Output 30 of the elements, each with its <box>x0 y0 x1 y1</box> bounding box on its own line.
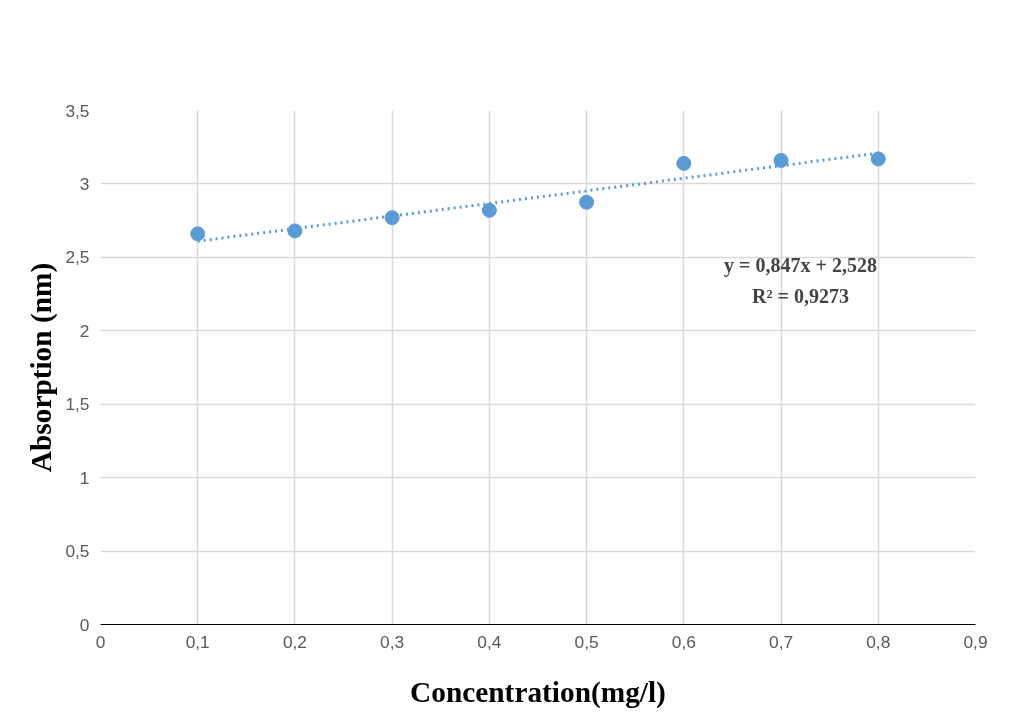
x-tick-label: 0,8 <box>866 631 891 652</box>
point <box>579 194 595 210</box>
y-tick-label: 0,5 <box>65 541 90 562</box>
y-tick-label: 3 <box>79 173 90 194</box>
point <box>287 223 303 239</box>
x-tick-label: 0,2 <box>282 631 307 652</box>
x-tick-label: 0,5 <box>574 631 599 652</box>
y-tick-label: 1,5 <box>65 394 90 415</box>
point <box>773 152 789 168</box>
y-tick-label: 1 <box>79 467 90 488</box>
x-axis-title: Concentration(mg/l) <box>410 675 666 709</box>
point <box>190 226 206 242</box>
annotation: y = 0,847x + 2,528 <box>724 253 877 277</box>
point <box>870 151 886 167</box>
y-tick-label: 0 <box>79 614 90 635</box>
annotation: R² = 0,9273 <box>752 284 849 307</box>
y-tick-label: 2,5 <box>65 247 90 268</box>
x-tick-label: 0,4 <box>477 631 502 652</box>
point <box>384 210 400 226</box>
x-tick-label: 0,3 <box>380 631 405 652</box>
x-tick-label: 0 <box>95 631 106 652</box>
y-axis-title: Absorption (nm) <box>25 262 59 473</box>
point <box>676 155 692 171</box>
y-tick-label: 2 <box>79 320 90 341</box>
x-tick-label: 0,9 <box>963 631 988 652</box>
point <box>481 202 497 218</box>
x-tick-label: 0,6 <box>671 631 696 652</box>
y-tick-label: 3,5 <box>65 100 90 121</box>
x-tick-label: 0,7 <box>769 631 794 652</box>
x-tick-label: 0,1 <box>185 631 210 652</box>
